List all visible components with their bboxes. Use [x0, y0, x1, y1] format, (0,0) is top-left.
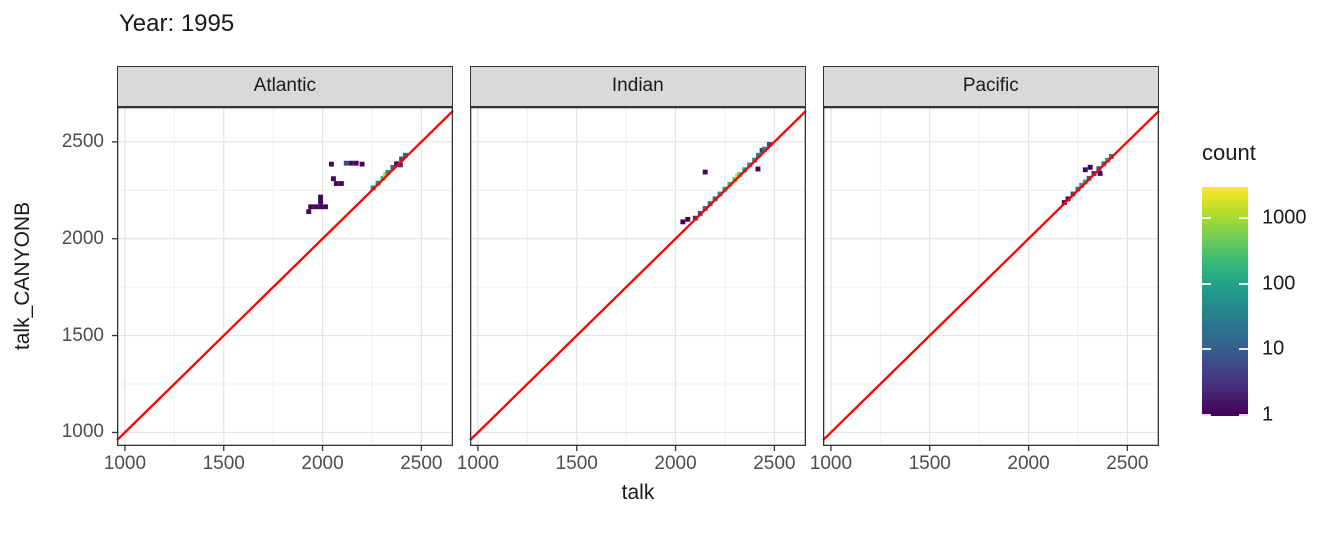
legend-title: count — [1202, 140, 1256, 165]
legend-tick-label: 100 — [1262, 272, 1296, 295]
facet-strip-pacific: Pacific — [823, 66, 1159, 107]
bin2d-cell — [313, 204, 319, 210]
bin2d-cell — [348, 160, 354, 166]
x-axis-tick-label: 1500 — [908, 453, 951, 474]
bin2d-cell — [1082, 167, 1088, 173]
x-axis-tick-label: 2000 — [654, 453, 697, 474]
colorbar-tick-mark — [1202, 216, 1211, 219]
bin2d-cell — [318, 199, 324, 205]
bin2d-cell — [399, 156, 405, 162]
y-axis-title: talk_CANYONB — [11, 201, 34, 351]
facet-strip-indian: Indian — [470, 66, 806, 107]
bin2d-cell — [685, 216, 691, 222]
bin2d-cell — [323, 204, 328, 210]
bin2d-cell — [343, 160, 349, 166]
legend-tick-label: 10 — [1262, 337, 1285, 360]
legend-colorbar — [1202, 187, 1248, 416]
bin2d-cell — [359, 161, 365, 167]
colorbar-tick-mark — [1239, 413, 1248, 416]
bin2d-cell — [680, 219, 686, 225]
x-axis-title: talk — [621, 481, 655, 504]
colorbar-tick-mark — [1202, 413, 1211, 416]
bin2d-cell — [766, 141, 772, 147]
identity-reference-line — [469, 110, 807, 442]
y-axis-tick-label: 2500 — [61, 130, 104, 152]
colorbar-tick-mark — [1239, 216, 1248, 219]
bin2d-cell — [333, 181, 339, 186]
facet-strip-label: Pacific — [962, 75, 1019, 97]
colorbar-tick-mark — [1239, 347, 1248, 350]
y-axis-tick-label: 1000 — [61, 421, 104, 443]
facet-strip-label: Atlantic — [253, 75, 316, 97]
identity-reference-line — [116, 110, 454, 442]
bin2d-cell — [318, 194, 324, 200]
y-axis-tick-label: 1500 — [61, 324, 104, 346]
bin2d-cell — [306, 209, 312, 215]
x-axis-tick-label: 1500 — [555, 453, 598, 474]
bin2d-cell — [308, 204, 314, 210]
bin2d-cell — [318, 204, 324, 210]
facet-strip-label: Indian — [611, 75, 664, 97]
identity-reference-line — [822, 110, 1160, 442]
bin2d-cell — [330, 176, 336, 182]
bin2d-cell — [328, 161, 334, 167]
facet-panel-pacific — [822, 106, 1160, 451]
x-axis-tick-label: 2500 — [400, 453, 443, 474]
x-axis-tick-label: 2500 — [1106, 453, 1149, 474]
bin2d-cell — [755, 152, 761, 158]
bin2d-cell — [390, 165, 396, 170]
x-axis-tick-label: 1000 — [809, 453, 853, 474]
legend-tick-label: 1 — [1262, 403, 1274, 426]
x-axis-tick-label: 2500 — [753, 453, 796, 474]
facet-strip-atlantic: Atlantic — [117, 66, 453, 107]
x-axis-tick-label: 1000 — [456, 453, 500, 474]
bin2d-cell — [394, 161, 400, 167]
bin2d-cell — [353, 160, 359, 166]
bin2d-cell — [338, 181, 344, 186]
y-axis-tick-label: 2000 — [61, 227, 104, 249]
bin2d-cell — [762, 146, 767, 152]
bin2d-cell — [385, 169, 391, 175]
bin2d-cell — [397, 162, 403, 168]
x-axis-tick-label: 1000 — [103, 453, 147, 474]
facet-panel-atlantic — [112, 106, 454, 451]
bin2d-cell — [755, 166, 761, 172]
bin2d-cell — [402, 152, 408, 158]
x-axis-tick-label: 2000 — [301, 453, 344, 474]
x-axis-tick-label: 2000 — [1007, 453, 1050, 474]
facet-panel-indian — [469, 106, 807, 451]
colorbar-tick-mark — [1202, 283, 1211, 286]
x-axis-tick-label: 1500 — [202, 453, 245, 474]
legend-tick-label: 1000 — [1262, 206, 1307, 229]
bin2d-cell — [702, 169, 708, 175]
bin2d-cell — [1097, 171, 1103, 176]
bin2d-cell — [1087, 164, 1093, 170]
legend: count 1000 100 10 1 — [1196, 140, 1344, 440]
colorbar-tick-mark — [1202, 347, 1211, 350]
colorbar-tick-mark — [1239, 283, 1248, 286]
plot-title: Year: 1995 — [119, 10, 235, 37]
